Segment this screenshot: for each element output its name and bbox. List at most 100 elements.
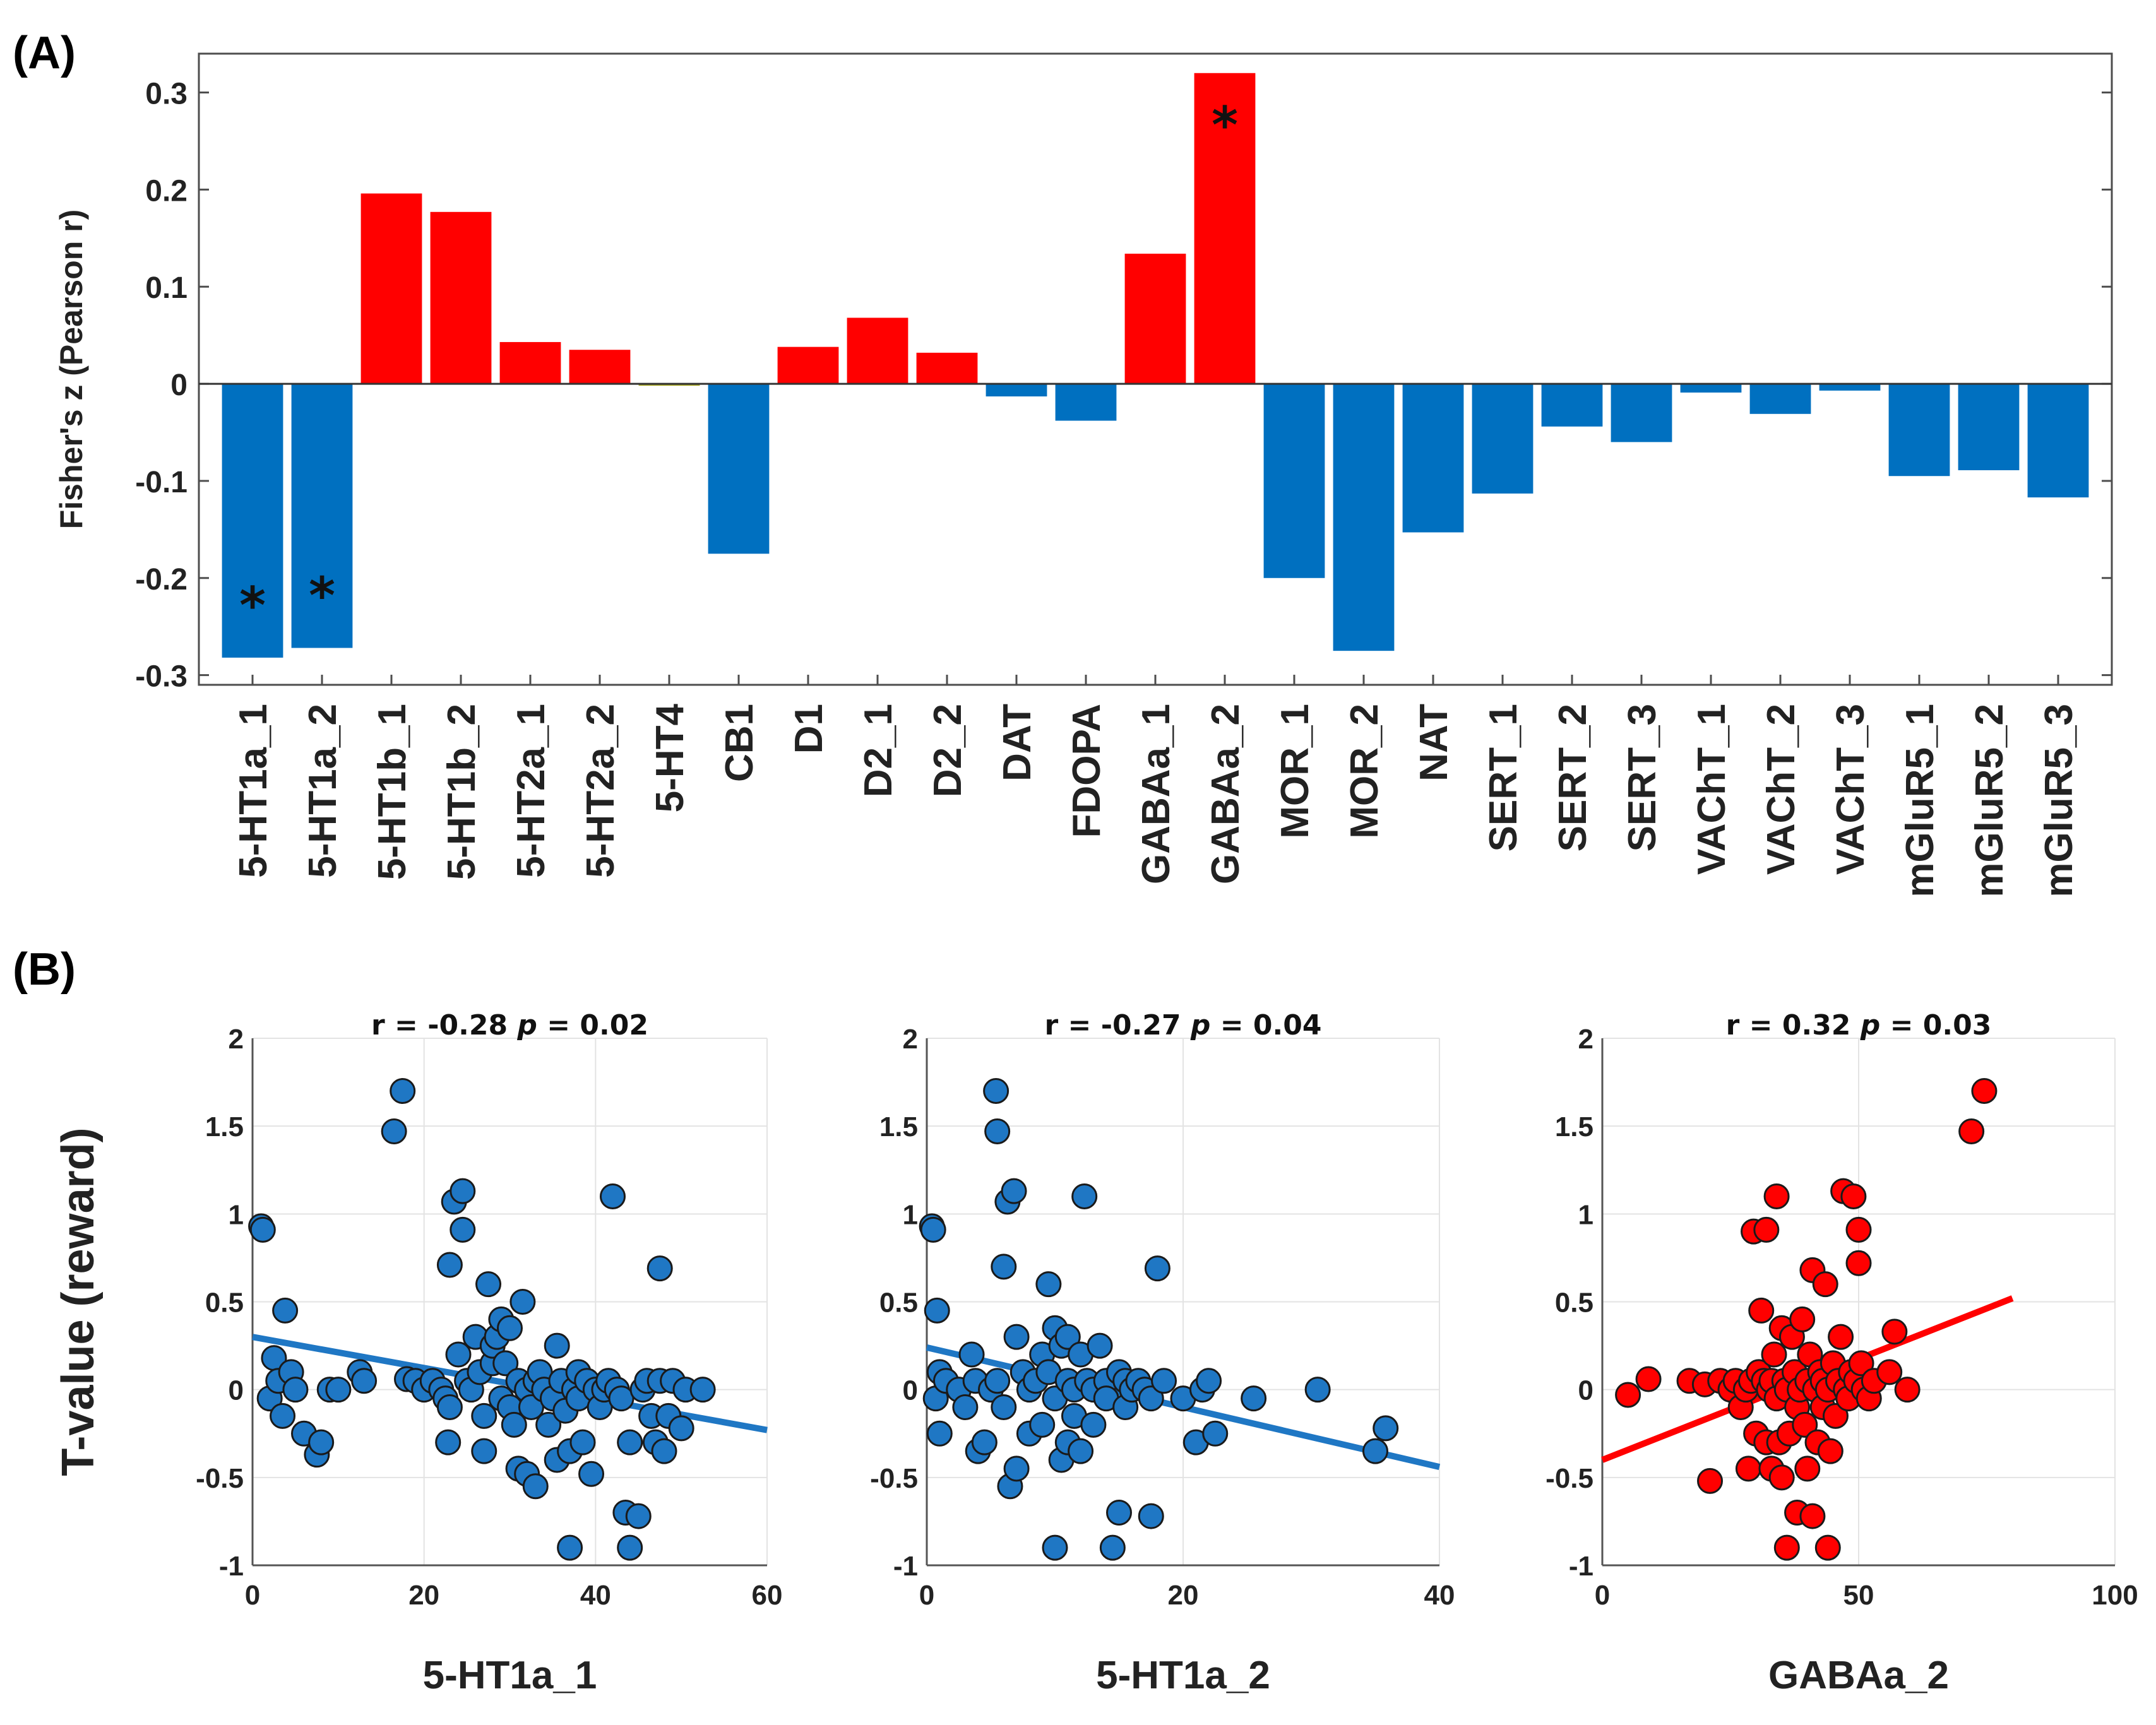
bar-VAChT_1 <box>1680 384 1742 393</box>
x-tick-label: mGluR5_2 <box>1968 704 2011 898</box>
data-point <box>308 1429 335 1455</box>
data-point <box>924 1297 950 1324</box>
x-tick-label: D2_2 <box>926 704 970 797</box>
data-point <box>1042 1534 1068 1561</box>
data-point <box>1748 1297 1775 1324</box>
bar-D2_2 <box>916 352 978 384</box>
data-point <box>1196 1368 1222 1394</box>
data-point <box>1812 1271 1838 1298</box>
data-point <box>557 1534 583 1561</box>
data-point <box>1373 1415 1399 1442</box>
data-point <box>668 1415 694 1442</box>
bar-SERT_1 <box>1472 384 1534 494</box>
data-point <box>1003 1324 1030 1350</box>
data-point <box>497 1315 523 1341</box>
bar-MOR_2 <box>1333 384 1395 651</box>
bar-chart: -0.3 -0.2 -0.1 0 0.1 0.2 0.3 * * * 5-HT1a_1 5-HT1a_… <box>54 52 2113 898</box>
bar-SERT_3 <box>1611 384 1672 442</box>
data-point <box>617 1429 643 1455</box>
data-point <box>1735 1455 1761 1482</box>
data-point <box>445 1341 472 1368</box>
x-tick-label: 0 <box>1595 1580 1610 1611</box>
data-point <box>1029 1411 1056 1438</box>
data-point <box>475 1271 502 1298</box>
x-tick-label: VAChT_1 <box>1690 704 1734 875</box>
y-tick-label: 0 <box>903 1375 918 1406</box>
bar-5-HT2a_1 <box>499 341 561 384</box>
data-point <box>1138 1385 1164 1412</box>
x-tick-label: DAT <box>996 704 1039 781</box>
data-point <box>1845 1250 1872 1276</box>
bar-5-HT4 <box>638 384 700 386</box>
data-point <box>625 1503 652 1529</box>
bar-5-HT1a_2 <box>291 384 353 648</box>
data-point <box>1087 1332 1113 1359</box>
data-point <box>1817 1438 1843 1464</box>
x-tick-label: 5-HT1a_1 <box>232 704 275 878</box>
x-tick-label: 20 <box>1168 1580 1199 1611</box>
data-point <box>1615 1382 1641 1408</box>
bar-5-HT1b_1 <box>360 193 422 384</box>
data-point <box>1202 1420 1229 1447</box>
scatter-plot-5ht1a-1: -1-0.500.511.520 20 40 60r = -0.28 p = 0.02… <box>53 1009 782 1697</box>
data-point <box>1876 1359 1903 1385</box>
data-point <box>1763 1183 1790 1209</box>
stat-r: r = 0.32 <box>1726 1009 1861 1041</box>
data-point <box>544 1332 570 1359</box>
y-tick-label: 0.1 <box>145 271 188 305</box>
data-point <box>450 1178 476 1204</box>
bar-mGluR5_2 <box>1958 384 2020 470</box>
bar-MOR_1 <box>1263 384 1325 578</box>
x-tick-label: FDOPA <box>1065 704 1109 838</box>
stat-p-label: p <box>516 1009 537 1041</box>
data-point <box>1799 1503 1826 1529</box>
x-tick-label: 5-HT1b_2 <box>440 704 484 880</box>
data-point <box>390 1078 416 1104</box>
data-point <box>351 1368 378 1394</box>
data-point <box>971 1429 998 1455</box>
scatter-plot-5ht1a-2: -1-0.500.511.520 20 40r = -0.27 p = 0.045-… <box>870 1009 1455 1697</box>
y-tick-label: 0.5 <box>879 1288 918 1319</box>
x-tick-label: 5-HT2a_1 <box>509 704 553 878</box>
x-axis-label: 5-HT1a_1 <box>423 1654 597 1697</box>
x-tick-label: 0 <box>245 1580 260 1611</box>
data-point <box>1362 1438 1388 1464</box>
x-tick-label: MOR_2 <box>1343 704 1386 839</box>
data-point <box>569 1429 596 1455</box>
data-point <box>471 1438 497 1464</box>
data-point <box>1840 1183 1867 1209</box>
data-point <box>1822 1402 1849 1429</box>
x-tick-label: VAChT_3 <box>1829 704 1873 875</box>
data-point <box>651 1438 677 1464</box>
data-point <box>1151 1368 1177 1394</box>
significance-marker: * <box>1212 96 1238 155</box>
y-tick-label: -0.5 <box>196 1463 244 1494</box>
data-point <box>1753 1216 1780 1243</box>
x-tick-label: 5-HT4 <box>648 703 692 812</box>
bar-NAT <box>1402 384 1464 533</box>
data-point <box>920 1216 946 1243</box>
x-tick-label: mGluR5_1 <box>1898 704 1942 898</box>
data-point <box>1794 1455 1821 1482</box>
y-tick-label: 2 <box>229 1024 244 1055</box>
x-tick-label: SERT_1 <box>1482 704 1525 851</box>
x-tick-label: 5-HT1b_1 <box>371 704 414 880</box>
data-point <box>984 1368 1011 1394</box>
data-point <box>1881 1319 1908 1345</box>
bar-mGluR5_3 <box>2027 384 2089 498</box>
y-tick-label: -0.5 <box>1546 1463 1593 1494</box>
x-tick-label: SERT_3 <box>1621 704 1664 851</box>
x-tick-label: D1 <box>787 704 831 754</box>
data-point <box>509 1289 536 1315</box>
data-point <box>689 1377 716 1403</box>
data-point <box>1894 1377 1921 1403</box>
x-tick-label: 50 <box>1843 1580 1874 1611</box>
data-point <box>958 1341 985 1368</box>
data-point <box>1080 1411 1107 1438</box>
data-point <box>983 1078 1010 1104</box>
y-tick-label: -1 <box>893 1551 918 1582</box>
data-point <box>501 1411 527 1438</box>
bar-mGluR5_1 <box>1888 384 1950 477</box>
data-point <box>450 1216 476 1243</box>
y-tick-label: 1 <box>1578 1199 1593 1230</box>
